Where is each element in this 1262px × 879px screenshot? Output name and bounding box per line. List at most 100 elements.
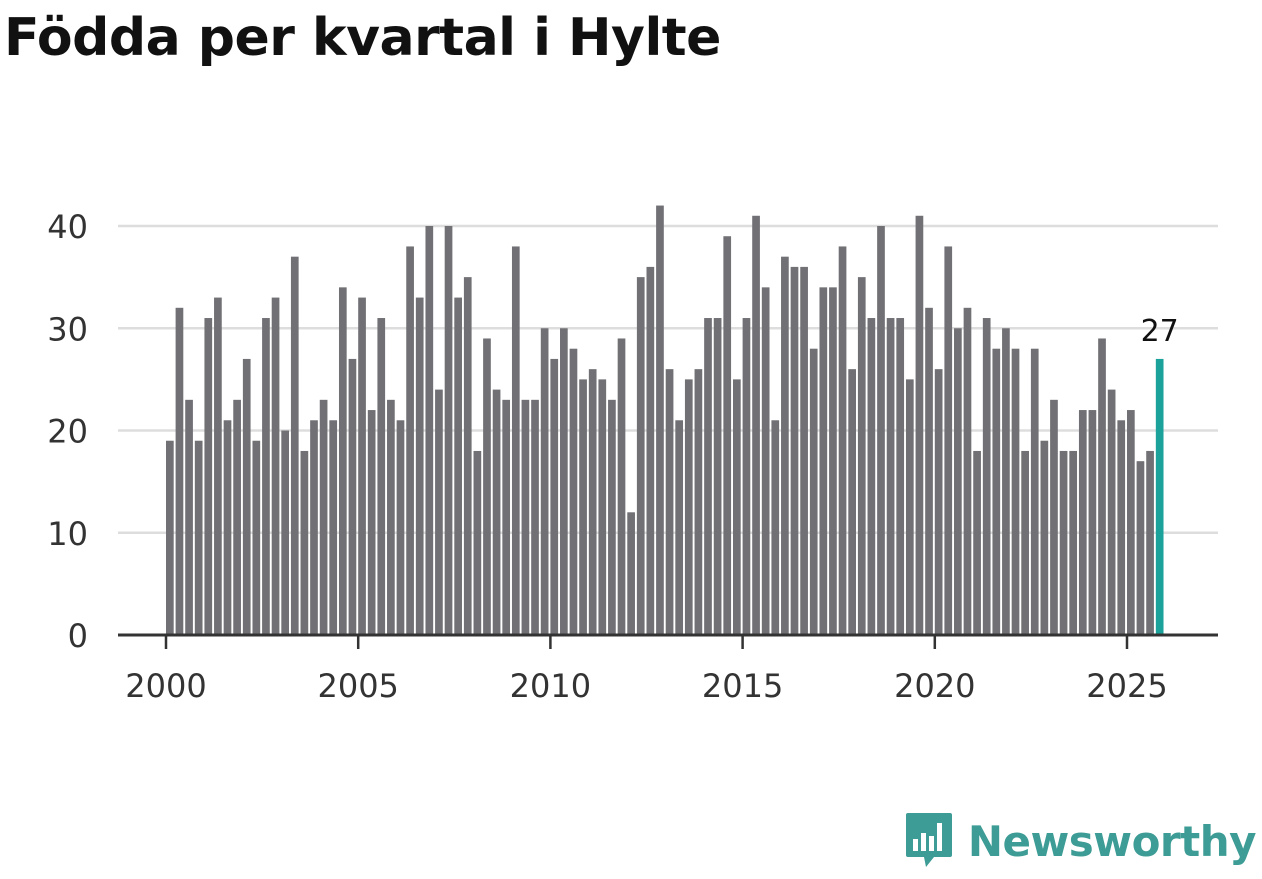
bar [838,246,847,635]
bar [752,215,760,635]
x-tick-label: 2005 [317,667,398,705]
bar [569,348,578,635]
bars [166,205,1164,636]
bar [656,205,664,636]
bar [166,440,174,635]
bar [1117,420,1126,635]
bar [800,266,808,635]
bar [329,420,338,635]
bar [319,399,328,635]
bar [473,450,482,635]
bar [915,215,924,635]
bar [358,297,366,635]
y-tick-label: 40 [47,208,88,246]
bar [848,369,856,635]
bar [598,379,607,635]
bar [684,379,693,635]
bar [608,399,616,635]
bar [742,318,751,635]
bar [338,287,347,635]
x-tick-label: 2020 [894,667,975,705]
bar [1127,410,1135,635]
bar [435,389,443,635]
bar [387,399,395,635]
bar [185,399,193,635]
bar [819,287,828,635]
bar [204,318,213,635]
newsworthy-logo: Newsworthy [904,811,1257,871]
y-tick-label: 20 [47,413,88,451]
bar [367,410,376,635]
bar [954,328,962,635]
bar [233,399,241,635]
bar [377,318,386,635]
bar [1059,450,1068,635]
x-tick-label: 2000 [125,667,206,705]
bar [310,420,318,635]
bar [1136,461,1145,635]
bar [194,440,203,635]
bar [511,246,520,635]
bar [665,369,674,635]
bar [300,450,309,635]
bar [829,287,837,635]
bar [944,246,953,635]
bar-highlight [1155,358,1164,635]
bar [1030,348,1039,635]
bar [1002,328,1010,635]
bar [521,399,530,635]
bar [973,450,981,635]
bar [992,348,1001,635]
bar [1011,348,1020,635]
y-tick-label: 30 [47,310,88,348]
bar [790,266,799,635]
bar [579,379,587,635]
bar [540,328,549,635]
bar [617,338,626,635]
highlight-value-label: 27 [1141,314,1179,349]
bar [1069,450,1078,635]
y-tick-label: 10 [47,515,88,553]
x-tick-label: 2025 [1086,667,1167,705]
bar [896,318,905,635]
bar [1050,399,1058,635]
bar [867,318,876,635]
bar [809,348,818,635]
bar [290,256,299,635]
x-tick-label: 2010 [510,667,591,705]
bar [415,297,424,635]
bar [223,420,232,635]
bar [560,328,568,635]
bar [694,369,703,635]
bar [732,379,741,635]
bar [1146,450,1154,635]
y-tick-label: 0 [68,617,88,655]
bar [531,399,539,635]
bar [252,440,261,635]
bar [425,226,434,635]
bar [348,358,357,635]
bar [262,318,270,635]
x-tick-label: 2015 [702,667,783,705]
data-labels: 27 [1141,314,1179,349]
bar [271,297,280,635]
bar [483,338,491,635]
bar [963,307,972,635]
bar [925,307,933,635]
bar [588,369,597,635]
bar [242,358,251,635]
bar [934,369,943,635]
bar [1021,450,1029,635]
bar [214,297,222,635]
bar [550,358,559,635]
bar [982,318,991,635]
bar [704,318,712,635]
bar [723,236,732,635]
bar [675,420,684,635]
chart-title: Födda per kvartal i Hylte [4,8,721,68]
bar [454,297,462,635]
bar [781,256,789,635]
bar [1088,410,1097,635]
bar [646,266,655,635]
